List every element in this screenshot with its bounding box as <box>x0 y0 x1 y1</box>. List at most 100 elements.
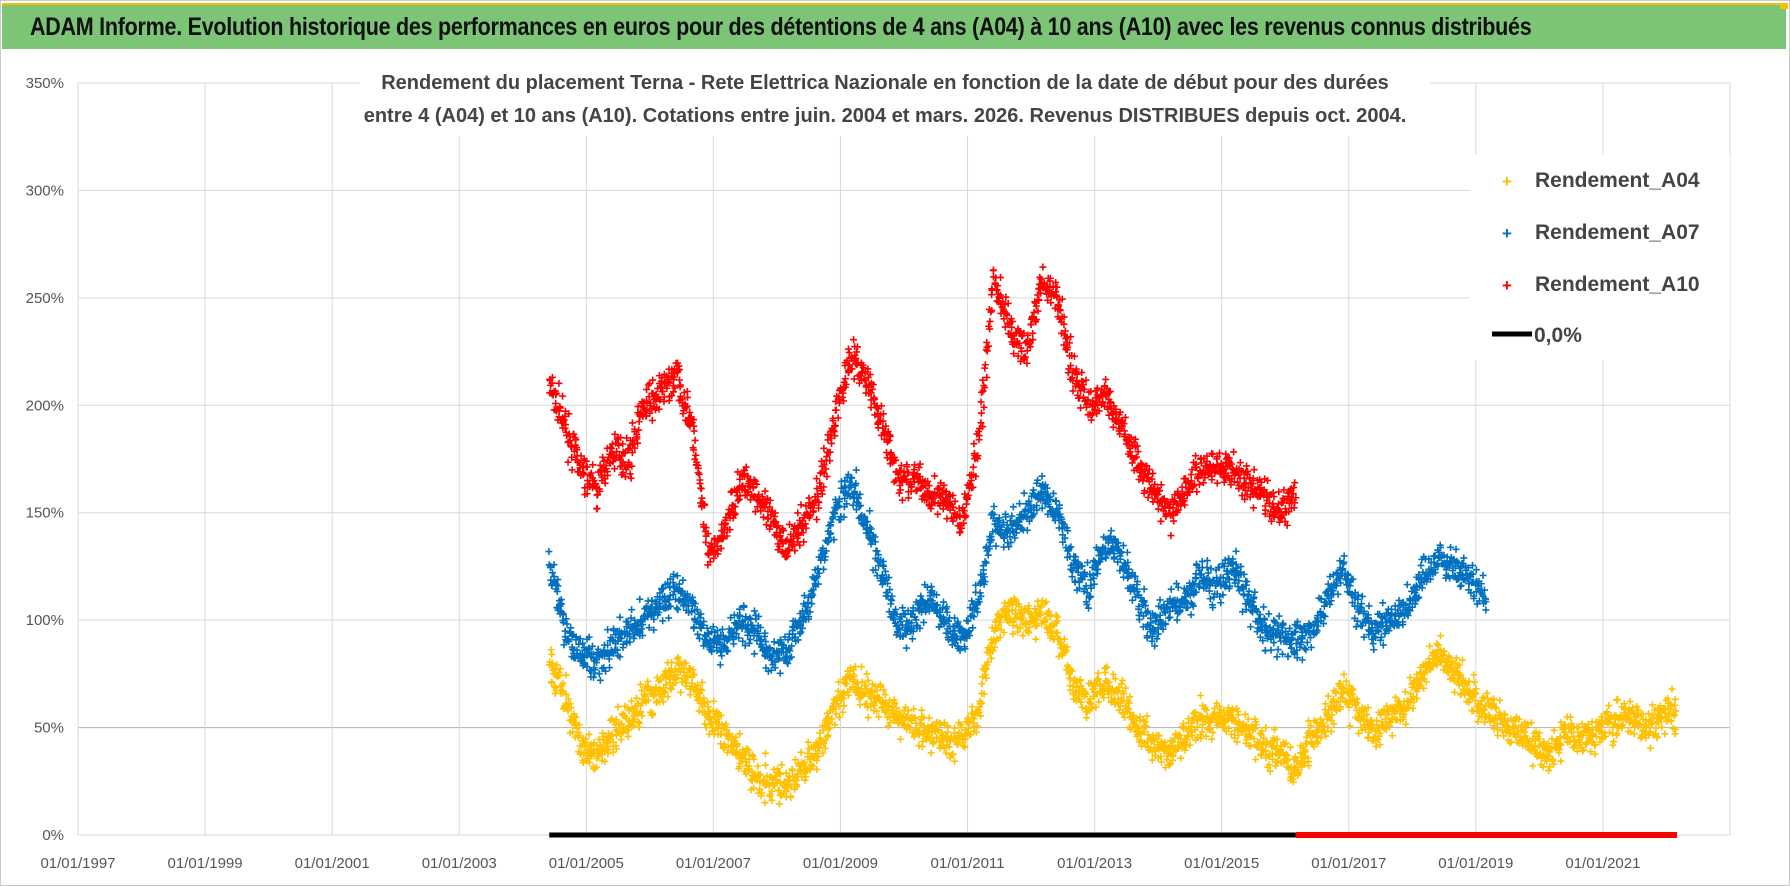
data-point <box>585 645 593 653</box>
data-point <box>826 448 834 456</box>
data-point <box>717 544 725 552</box>
data-point <box>831 432 839 440</box>
data-point <box>691 436 699 444</box>
data-point <box>829 417 837 425</box>
data-point <box>1270 493 1278 501</box>
data-point <box>794 531 802 539</box>
data-point <box>1167 585 1175 593</box>
data-point <box>886 432 894 440</box>
data-point <box>1038 472 1046 480</box>
data-point <box>850 375 858 383</box>
data-point <box>1130 438 1138 446</box>
data-point <box>624 732 632 740</box>
data-point <box>879 417 887 425</box>
data-point <box>897 735 905 743</box>
data-point <box>1151 480 1159 488</box>
data-point <box>863 670 871 678</box>
data-point <box>559 392 567 400</box>
data-point <box>1241 495 1249 503</box>
data-point <box>626 470 634 478</box>
data-point <box>882 422 890 430</box>
data-point <box>630 635 638 643</box>
data-point <box>1067 362 1075 370</box>
data-point <box>898 496 906 504</box>
data-point <box>1289 490 1297 498</box>
data-point <box>1285 508 1293 516</box>
data-point <box>617 434 625 442</box>
data-point <box>580 470 588 478</box>
data-point <box>1281 517 1289 525</box>
data-point <box>684 393 692 401</box>
data-point <box>871 395 879 403</box>
data-point <box>1174 506 1182 514</box>
data-point <box>554 582 562 590</box>
data-point <box>1173 616 1181 624</box>
data-point <box>771 513 779 521</box>
data-point <box>665 614 673 622</box>
data-point <box>613 448 621 456</box>
data-point <box>600 457 608 465</box>
data-point <box>566 437 574 445</box>
data-point <box>568 442 576 450</box>
data-point <box>755 491 763 499</box>
data-point <box>990 502 998 510</box>
header-corner-accent <box>1780 3 1788 9</box>
data-point <box>962 512 970 520</box>
data-point <box>1064 343 1072 351</box>
data-point <box>1067 333 1075 341</box>
data-point <box>1209 450 1217 458</box>
data-point <box>596 676 604 684</box>
data-point <box>986 317 994 325</box>
data-point <box>695 707 703 715</box>
data-point <box>621 473 629 481</box>
data-point <box>545 548 553 556</box>
data-point <box>964 491 972 499</box>
data-point <box>1035 296 1043 304</box>
x-tick-label: 01/01/2011 <box>931 855 1005 872</box>
y-tick-label: 50% <box>34 720 64 737</box>
data-point <box>675 596 683 604</box>
data-point <box>1167 532 1175 540</box>
data-point <box>1216 449 1224 457</box>
data-point <box>1301 645 1309 653</box>
data-point <box>782 537 790 545</box>
data-point <box>1275 612 1283 620</box>
data-point <box>700 501 708 509</box>
y-tick-label: 150% <box>26 505 64 522</box>
data-point <box>1055 302 1063 310</box>
data-point <box>614 703 622 711</box>
data-point <box>896 486 904 494</box>
y-tick-label: 0% <box>42 827 64 844</box>
data-point <box>750 607 758 615</box>
data-point <box>764 515 772 523</box>
data-point <box>1203 557 1211 565</box>
data-point <box>979 423 987 431</box>
data-point <box>705 549 713 557</box>
data-point <box>949 503 957 511</box>
data-point <box>1249 504 1257 512</box>
data-point <box>583 663 591 671</box>
data-point <box>931 472 939 480</box>
data-point <box>940 481 948 489</box>
data-point <box>1192 452 1200 460</box>
data-point <box>1000 315 1008 323</box>
data-point <box>646 409 654 417</box>
data-point <box>1032 316 1040 324</box>
x-tick-label: 01/01/2019 <box>1438 855 1513 872</box>
x-tick-label: 01/01/2001 <box>295 855 370 872</box>
data-point <box>1020 329 1028 337</box>
data-point <box>1070 352 1078 360</box>
data-point <box>1093 384 1101 392</box>
data-point <box>794 509 802 517</box>
data-point <box>951 724 959 732</box>
data-point <box>1008 318 1016 326</box>
data-point <box>1292 494 1300 502</box>
data-point <box>587 469 595 477</box>
data-point <box>1056 306 1064 314</box>
data-point <box>1093 398 1101 406</box>
data-point <box>731 503 739 511</box>
data-point <box>1250 466 1258 474</box>
data-point <box>613 435 621 443</box>
data-point <box>832 397 840 405</box>
data-point <box>1208 449 1216 457</box>
